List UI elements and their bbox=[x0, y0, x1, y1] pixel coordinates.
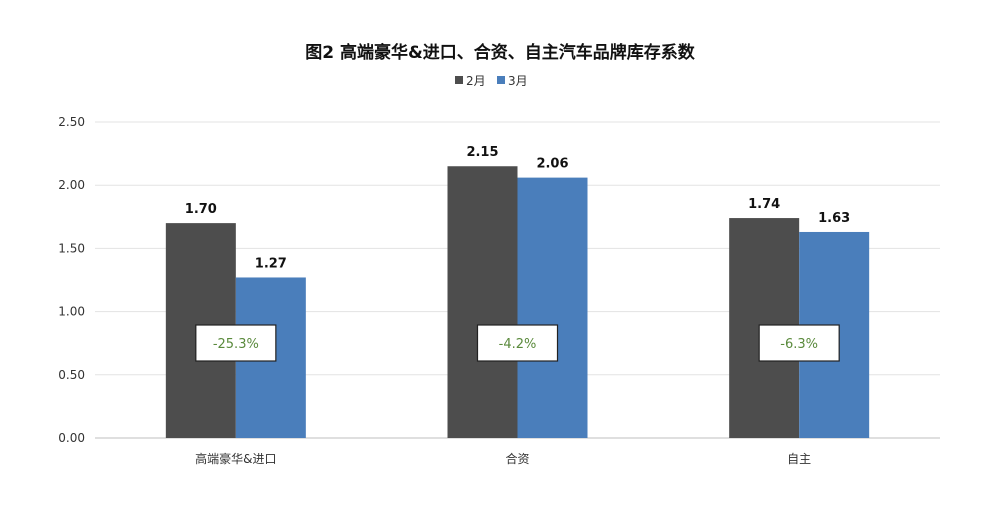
y-tick-label: 2.00 bbox=[58, 178, 85, 192]
x-category-label: 自主 bbox=[787, 452, 811, 466]
y-axis: 0.00 0.50 1.00 1.50 2.00 2.50 bbox=[58, 115, 85, 445]
data-label: 2.15 bbox=[466, 145, 498, 160]
bar-mar bbox=[517, 177, 588, 438]
change-annotation-label: -25.3% bbox=[213, 337, 259, 352]
x-axis: 高端豪华&进口 合资 自主 bbox=[195, 451, 811, 466]
legend: 2月 3月 bbox=[455, 74, 528, 88]
chart-title: 图2 高端豪华&进口、合资、自主汽车品牌库存系数 bbox=[305, 42, 696, 63]
legend-label: 3月 bbox=[508, 74, 528, 88]
change-annotation-box bbox=[195, 324, 277, 362]
bars bbox=[165, 166, 870, 439]
y-tick-label: 1.50 bbox=[58, 241, 85, 255]
y-tick-label: 1.00 bbox=[58, 305, 85, 319]
legend-swatch bbox=[455, 76, 463, 84]
change-annotation-box bbox=[758, 324, 840, 362]
change-annotation-box bbox=[476, 324, 559, 362]
x-category-label: 合资 bbox=[505, 451, 529, 466]
change-annotation-label: -6.3% bbox=[780, 337, 818, 352]
value-labels: 1.70 1.27 2.15 2.06 1.74 1.63 bbox=[185, 145, 850, 271]
y-tick-label: 2.50 bbox=[58, 115, 85, 129]
data-label: 1.70 bbox=[185, 202, 217, 217]
change-annotation-label: -4.2% bbox=[499, 337, 537, 352]
data-label: 2.06 bbox=[536, 157, 568, 172]
annotations: -25.3% -4.2% -6.3% bbox=[195, 324, 840, 362]
data-label: 1.63 bbox=[818, 211, 850, 226]
y-tick-label: 0.00 bbox=[58, 431, 85, 445]
legend-swatch bbox=[497, 76, 505, 84]
data-label: 1.27 bbox=[255, 256, 287, 271]
y-tick-label: 0.50 bbox=[58, 368, 85, 382]
bar-feb bbox=[447, 166, 518, 439]
legend-label: 2月 bbox=[466, 74, 486, 88]
data-label: 1.74 bbox=[748, 197, 780, 212]
x-category-label: 高端豪华&进口 bbox=[195, 451, 276, 466]
